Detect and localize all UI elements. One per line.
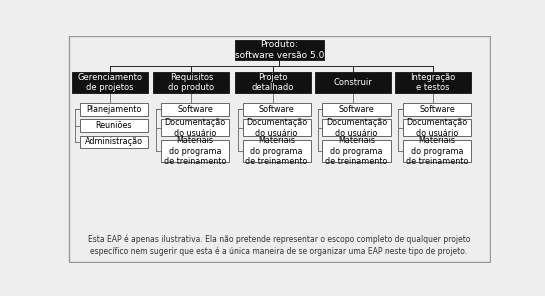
FancyBboxPatch shape: [235, 73, 311, 92]
FancyBboxPatch shape: [403, 103, 471, 116]
FancyBboxPatch shape: [161, 103, 229, 116]
FancyBboxPatch shape: [322, 120, 391, 136]
Text: Materiais
do programa
de treinamento: Materiais do programa de treinamento: [325, 136, 387, 166]
Text: Documentação
do usuário: Documentação do usuário: [246, 118, 307, 138]
FancyBboxPatch shape: [153, 73, 229, 92]
FancyBboxPatch shape: [314, 73, 391, 92]
Text: Construir: Construir: [333, 78, 372, 87]
Text: Software: Software: [338, 105, 374, 114]
FancyBboxPatch shape: [403, 120, 471, 136]
Text: Esta EAP é apenas ilustrativa. Ela não pretende representar o escopo completo de: Esta EAP é apenas ilustrativa. Ela não p…: [88, 234, 470, 256]
FancyBboxPatch shape: [322, 103, 391, 116]
Text: Documentação
do usuário: Documentação do usuário: [165, 118, 226, 138]
Text: Documentação
do usuário: Documentação do usuário: [326, 118, 387, 138]
FancyBboxPatch shape: [243, 140, 311, 162]
Text: Integração
e testos: Integração e testos: [410, 73, 456, 92]
FancyBboxPatch shape: [161, 140, 229, 162]
Text: Gerenciamento
de projetos: Gerenciamento de projetos: [77, 73, 142, 92]
Text: Software: Software: [419, 105, 455, 114]
Text: Reuniões: Reuniões: [95, 121, 132, 130]
FancyBboxPatch shape: [322, 140, 391, 162]
Text: Materiais
do programa
de treinamento: Materiais do programa de treinamento: [245, 136, 308, 166]
Text: Produto:
software versão 5.0: Produto: software versão 5.0: [235, 41, 324, 60]
FancyBboxPatch shape: [395, 73, 471, 92]
Text: Materiais
do programa
de treinamento: Materiais do programa de treinamento: [164, 136, 226, 166]
Text: Documentação
do usuário: Documentação do usuário: [407, 118, 468, 138]
Text: Administração: Administração: [85, 137, 143, 146]
Text: Planejamento: Planejamento: [86, 105, 142, 114]
Text: Software: Software: [177, 105, 213, 114]
FancyBboxPatch shape: [243, 120, 311, 136]
Text: Projeto
detalhado: Projeto detalhado: [252, 73, 294, 92]
FancyBboxPatch shape: [80, 103, 148, 116]
FancyBboxPatch shape: [235, 40, 324, 60]
Text: Materiais
do programa
de treinamento: Materiais do programa de treinamento: [406, 136, 468, 166]
FancyBboxPatch shape: [243, 103, 311, 116]
Text: Requisitos
do produto: Requisitos do produto: [168, 73, 214, 92]
FancyBboxPatch shape: [403, 140, 471, 162]
Text: Software: Software: [259, 105, 294, 114]
FancyBboxPatch shape: [80, 136, 148, 148]
FancyBboxPatch shape: [161, 120, 229, 136]
FancyBboxPatch shape: [80, 120, 148, 132]
FancyBboxPatch shape: [72, 73, 148, 92]
